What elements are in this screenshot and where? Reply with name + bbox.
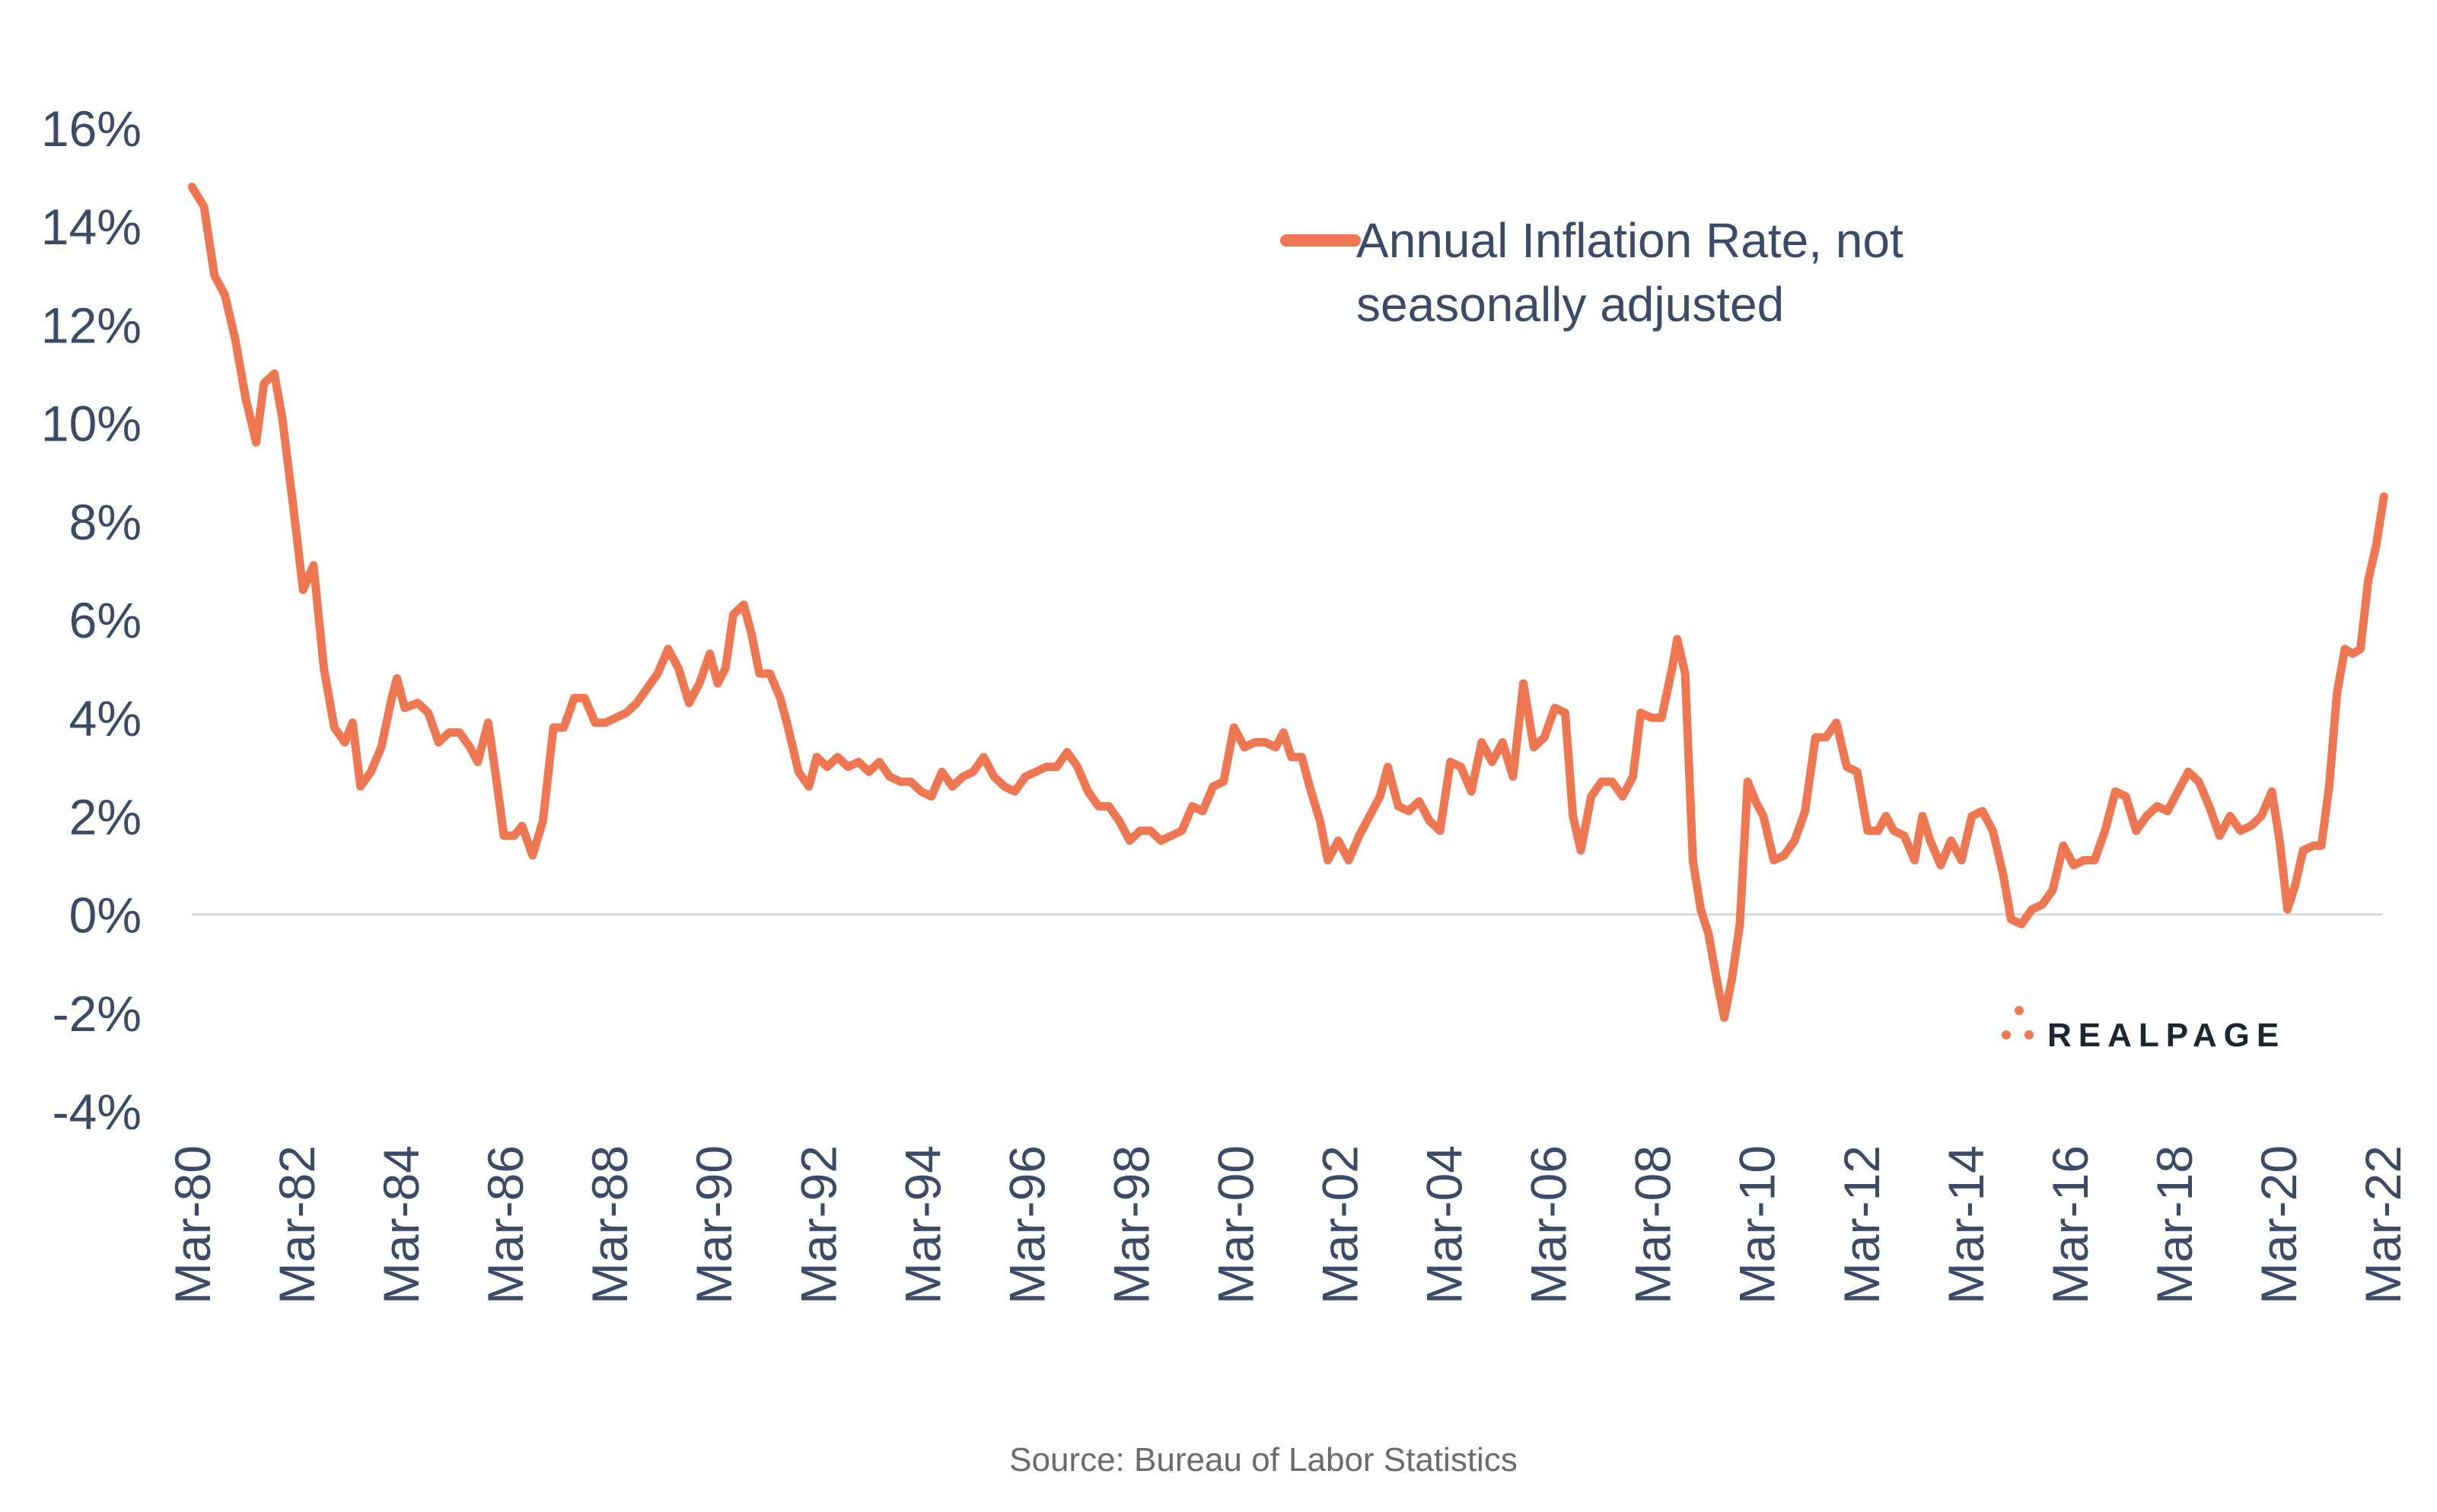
series-line-0	[187, 183, 2388, 1022]
x-tick-label: Mar-06	[1521, 1145, 1577, 1304]
logo-dot	[2002, 1030, 2011, 1039]
x-tick-label: Mar-92	[790, 1145, 846, 1304]
x-tick-label: Mar-08	[1625, 1145, 1681, 1304]
y-tick-label: 10%	[41, 396, 142, 452]
x-tick-label: Mar-80	[164, 1145, 221, 1304]
y-tick-label: -2%	[53, 985, 142, 1042]
legend: Annual Inflation Rate, not seasonally ad…	[1280, 213, 1903, 332]
x-tick-label: Mar-04	[1416, 1145, 1473, 1304]
x-tick-label: Mar-90	[686, 1145, 742, 1304]
x-tick-label: Mar-94	[894, 1145, 951, 1304]
x-tick-label: Mar-18	[2146, 1145, 2203, 1304]
y-axis: 16% 14% 12% 10% 8% 6% 4% 2% 0% -2% -4%	[41, 100, 142, 1140]
x-tick-label: Mar-14	[1938, 1145, 1994, 1304]
x-tick-label: Mar-12	[1833, 1145, 1890, 1304]
x-tick-label: Mar-10	[1729, 1145, 1786, 1304]
x-tick-label: Mar-02	[1312, 1145, 1368, 1304]
x-tick-label: Mar-82	[269, 1145, 325, 1304]
logo-dot	[2024, 1030, 2034, 1039]
x-tick-label: Mar-88	[581, 1145, 638, 1304]
x-tick-label: Mar-86	[477, 1145, 534, 1304]
x-tick-label: Mar-84	[373, 1145, 429, 1304]
realpage-logo: REALPAGE	[2002, 1006, 2286, 1054]
legend-label-line2: seasonally adjusted	[1356, 277, 1784, 332]
logo-dot	[2015, 1006, 2024, 1015]
legend-label-line1: Annual Inflation Rate, not	[1356, 213, 1903, 268]
x-tick-label: Mar-20	[2251, 1145, 2307, 1304]
x-tick-label: Mar-22	[2355, 1145, 2411, 1304]
y-tick-label: 0%	[69, 887, 142, 944]
y-tick-label: 6%	[69, 592, 142, 648]
y-tick-label: 14%	[41, 199, 142, 255]
y-tick-label: 8%	[69, 494, 142, 550]
x-tick-label: Mar-96	[999, 1145, 1055, 1304]
x-axis: Mar-80 Mar-82 Mar-84 Mar-86 Mar-88 Mar-90 Mar-…	[164, 1145, 2411, 1304]
brand-name: REALPAGE	[2047, 1017, 2286, 1054]
source-note: Source: Bureau of Labor Statistics	[1009, 1441, 1518, 1479]
x-tick-label: Mar-00	[1207, 1145, 1263, 1304]
y-tick-label: 16%	[41, 100, 142, 157]
y-tick-label: 2%	[69, 788, 142, 845]
y-tick-label: 4%	[69, 690, 142, 746]
x-tick-label: Mar-16	[2042, 1145, 2098, 1304]
y-tick-label: 12%	[41, 297, 142, 353]
x-tick-label: Mar-98	[1103, 1145, 1159, 1304]
y-tick-label: -4%	[53, 1084, 142, 1140]
series-layer	[187, 183, 2388, 1022]
